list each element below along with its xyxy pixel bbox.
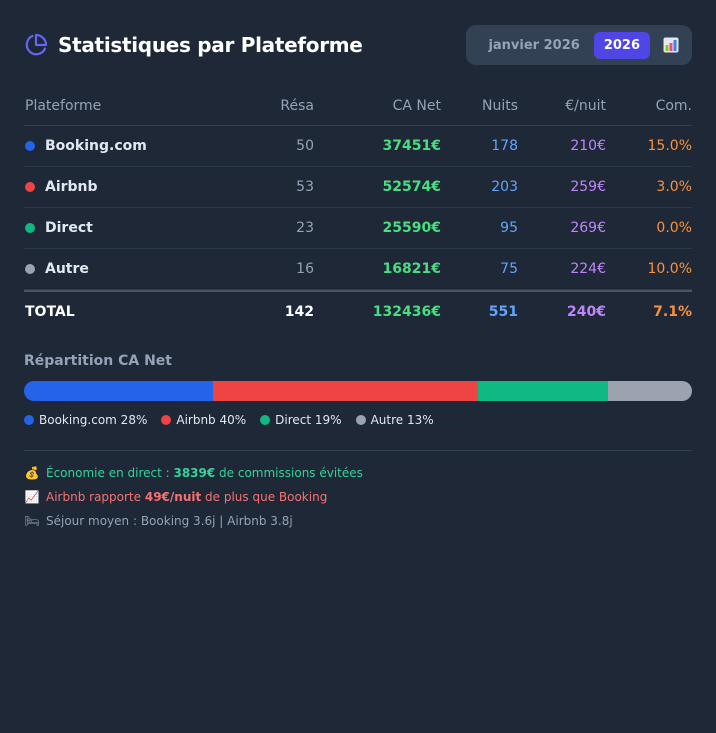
nuits-cell: 203: [491, 179, 518, 195]
resa-cell: 53: [296, 179, 314, 195]
insight-value: 3839€: [173, 466, 216, 480]
insight-savings: 💰 Économie en direct : 3839€ de commissi…: [24, 461, 363, 485]
resa-cell: 16: [296, 261, 314, 277]
legend-dot-icon: [355, 415, 366, 425]
col-nuits: Nuits: [481, 97, 518, 114]
distribution-bar: [24, 381, 692, 401]
col-resa: Résa: [280, 97, 314, 114]
segment-airbnb: [213, 381, 479, 401]
per-night-cell: 224€: [570, 261, 606, 277]
money-bag-icon: 💰: [24, 466, 40, 480]
segment-autre: [607, 381, 692, 401]
platform-name: Autre: [45, 261, 89, 277]
ca-net-cell: 16821€: [382, 261, 441, 277]
table-header: Plateforme Résa CA Net Nuits €/nuit Com.: [24, 86, 692, 126]
distribution-legend: Booking.com 28% Airbnb 40% Direct 19% Au…: [24, 413, 434, 427]
nuits-cell: 95: [500, 220, 518, 236]
insight-prefix: Airbnb rapporte: [46, 490, 145, 504]
legend-item-direct: Direct 19%: [260, 413, 342, 427]
col-per-night: €/nuit: [565, 97, 606, 114]
distribution-title: Répartition CA Net: [24, 353, 172, 369]
insight-prefix: Économie en direct :: [46, 466, 174, 480]
page-title: Statistiques par Plateforme: [58, 33, 363, 57]
platform-cell: Autre: [24, 261, 214, 277]
per-night-cell: 269€: [570, 220, 606, 236]
col-platform: Plateforme: [25, 97, 102, 114]
resa-cell: 50: [296, 138, 314, 154]
resa-cell: 23: [296, 220, 314, 236]
per-night-cell: 210€: [570, 138, 606, 154]
table-row: Autre 16 16821€ 75 224€ 10.0%: [24, 249, 692, 290]
platform-cell: Airbnb: [24, 179, 214, 195]
col-commission: Com.: [655, 97, 692, 114]
total-nuits: 551: [488, 304, 518, 320]
platform-cell: Booking.com: [24, 138, 214, 154]
table-row: Direct 23 25590€ 95 269€ 0.0%: [24, 208, 692, 249]
commission-cell: 10.0%: [647, 261, 692, 277]
ca-net-cell: 52574€: [382, 179, 441, 195]
year-button[interactable]: 2026: [593, 31, 650, 59]
legend-label: Booking.com 28%: [39, 413, 148, 427]
legend-dot-icon: [260, 415, 271, 425]
platform-cell: Direct: [24, 220, 214, 236]
total-resa: 142: [284, 304, 314, 320]
segment-booking: [24, 381, 214, 401]
total-per-night: 240€: [567, 304, 606, 320]
insight-suffix: de commissions évitées: [215, 466, 363, 480]
insight-stay: 🛏 Séjour moyen : Booking 3.6j | Airbnb 3…: [24, 509, 363, 533]
legend-item-booking: Booking.com 28%: [24, 413, 147, 427]
total-commission: 7.1%: [653, 304, 692, 320]
commission-cell: 0.0%: [656, 220, 692, 236]
insight-text: Économie en direct : 3839€ de commission…: [46, 461, 363, 485]
period-selector: janvier 2026 2026: [466, 25, 692, 65]
month-button[interactable]: janvier 2026: [488, 37, 580, 53]
legend-dot-icon: [24, 415, 34, 425]
platform-table: Plateforme Résa CA Net Nuits €/nuit Com.…: [24, 86, 692, 332]
total-label: TOTAL: [25, 304, 75, 320]
platform-name: Booking.com: [45, 138, 147, 154]
ca-net-cell: 37451€: [382, 138, 441, 154]
ca-net-cell: 25590€: [382, 220, 441, 236]
nuits-cell: 75: [500, 261, 518, 277]
insight-text: Airbnb rapporte 49€/nuit de plus que Boo…: [46, 485, 327, 509]
legend-item-autre: Autre 13%: [355, 413, 434, 427]
insight-text: Séjour moyen : Booking 3.6j | Airbnb 3.8…: [46, 514, 293, 528]
bar-chart-icon: [663, 37, 679, 53]
title-wrap: Statistiques par Plateforme: [24, 33, 363, 57]
total-row: TOTAL 142 132436€ 551 240€ 7.1%: [24, 290, 692, 332]
table-row: Airbnb 53 52574€ 203 259€ 3.0%: [24, 167, 692, 208]
platform-name: Direct: [45, 220, 93, 236]
header: Statistiques par Plateforme janvier 2026…: [24, 25, 692, 65]
platform-name: Airbnb: [45, 179, 98, 195]
trend-up-icon: 📈: [24, 490, 40, 504]
platform-dot-icon: [25, 182, 35, 192]
commission-cell: 15.0%: [647, 138, 692, 154]
col-ca-net: CA Net: [392, 97, 441, 114]
section-divider: [24, 450, 692, 451]
table-row: Booking.com 50 37451€ 178 210€ 15.0%: [24, 126, 692, 167]
insight-suffix: de plus que Booking: [201, 490, 328, 504]
total-ca-net: 132436€: [372, 304, 441, 320]
insight-value: 49€/nuit: [144, 490, 202, 504]
platform-dot-icon: [25, 264, 35, 274]
commission-cell: 3.0%: [656, 179, 692, 195]
insights: 💰 Économie en direct : 3839€ de commissi…: [24, 461, 363, 533]
platform-dot-icon: [25, 141, 35, 151]
legend-label: Autre 13%: [370, 413, 434, 427]
bed-icon: 🛏: [24, 514, 40, 528]
pie-chart-icon: [24, 33, 48, 57]
insight-airbnb: 📈 Airbnb rapporte 49€/nuit de plus que B…: [24, 485, 363, 509]
legend-label: Direct 19%: [275, 413, 342, 427]
segment-direct: [478, 381, 608, 401]
legend-item-airbnb: Airbnb 40%: [161, 413, 246, 427]
legend-label: Airbnb 40%: [176, 413, 247, 427]
legend-dot-icon: [161, 415, 172, 425]
per-night-cell: 259€: [570, 179, 606, 195]
platform-dot-icon: [25, 223, 35, 233]
chart-view-button[interactable]: [656, 31, 686, 59]
nuits-cell: 178: [491, 138, 518, 154]
